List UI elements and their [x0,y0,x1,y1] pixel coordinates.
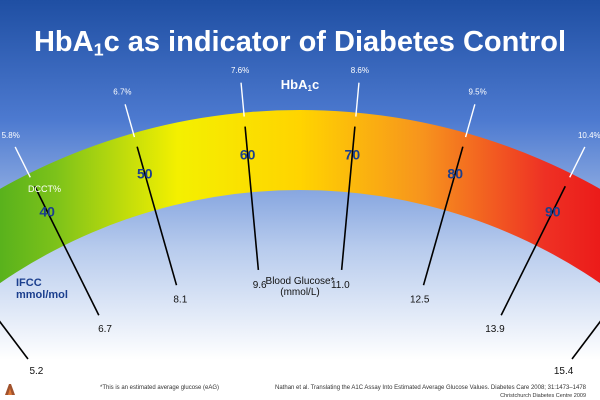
glucose-tick-line [0,320,29,360]
glucose-value-label: 8.1 [173,295,187,306]
logo-mark-icon [5,384,15,395]
dcct-tick-line [569,146,586,178]
glucose-value-label: 6.7 [98,324,112,335]
credit: Christchurch Diabetes Centre 2009 [500,393,586,399]
dcct-scale-label: DCCT% [28,184,61,194]
glucose-value-label: 11.0 [331,280,350,291]
dcct-value-label: 9.5% [468,88,486,97]
glucose-value-label: 12.5 [410,295,430,306]
glucose-tick-line [136,146,178,286]
glucose-value-label: 9.6 [253,280,267,291]
dcct-value-label: 8.6% [351,66,369,75]
glucose-tick-line [422,146,464,286]
dcct-value-label: 10.4% [578,131,600,140]
ifcc-value-label: 80 [447,166,463,182]
dcct-tick-line [464,104,476,138]
glucose-tick-line [571,320,600,360]
ifcc-value-label: 90 [545,203,561,219]
logo [4,382,64,396]
glucose-value-label: 13.9 [485,324,505,335]
ifcc-value-label: 40 [39,203,55,219]
glucose-scale-label: Blood Glucose* (mmol/L) [266,276,335,298]
dcct-value-label: 5.8% [2,131,20,140]
reference-citation: Nathan et al. Translating the A1C Assay … [275,385,586,391]
dcct-value-label: 6.7% [113,88,131,97]
glucose-tick-line [34,185,100,316]
slide-title: HbA1c as indicator of Diabetes Control [33,26,567,60]
dcct-value-label: 7.6% [231,66,249,75]
glucose-tick-line [500,185,566,316]
ifcc-value-label: 70 [345,146,361,162]
glucose-value-label: 5.2 [29,366,43,377]
footnote: *This is an estimated average glucose (e… [100,385,220,391]
dcct-tick-line [14,146,31,178]
ifcc-scale-label: IFCC mmol/mol [16,277,68,301]
dcct-tick-line [355,82,360,117]
gauge-header: HbA1c [280,77,320,93]
glucose-value-label: 15.4 [554,366,574,377]
ifcc-value-label: 50 [137,166,153,182]
dcct-tick-line [240,82,245,117]
dcct-tick-line [124,104,136,138]
gauge-arc [0,110,600,284]
ifcc-value-label: 60 [240,146,256,162]
glucose-tick-line [244,126,260,270]
glucose-tick-line [340,126,356,270]
